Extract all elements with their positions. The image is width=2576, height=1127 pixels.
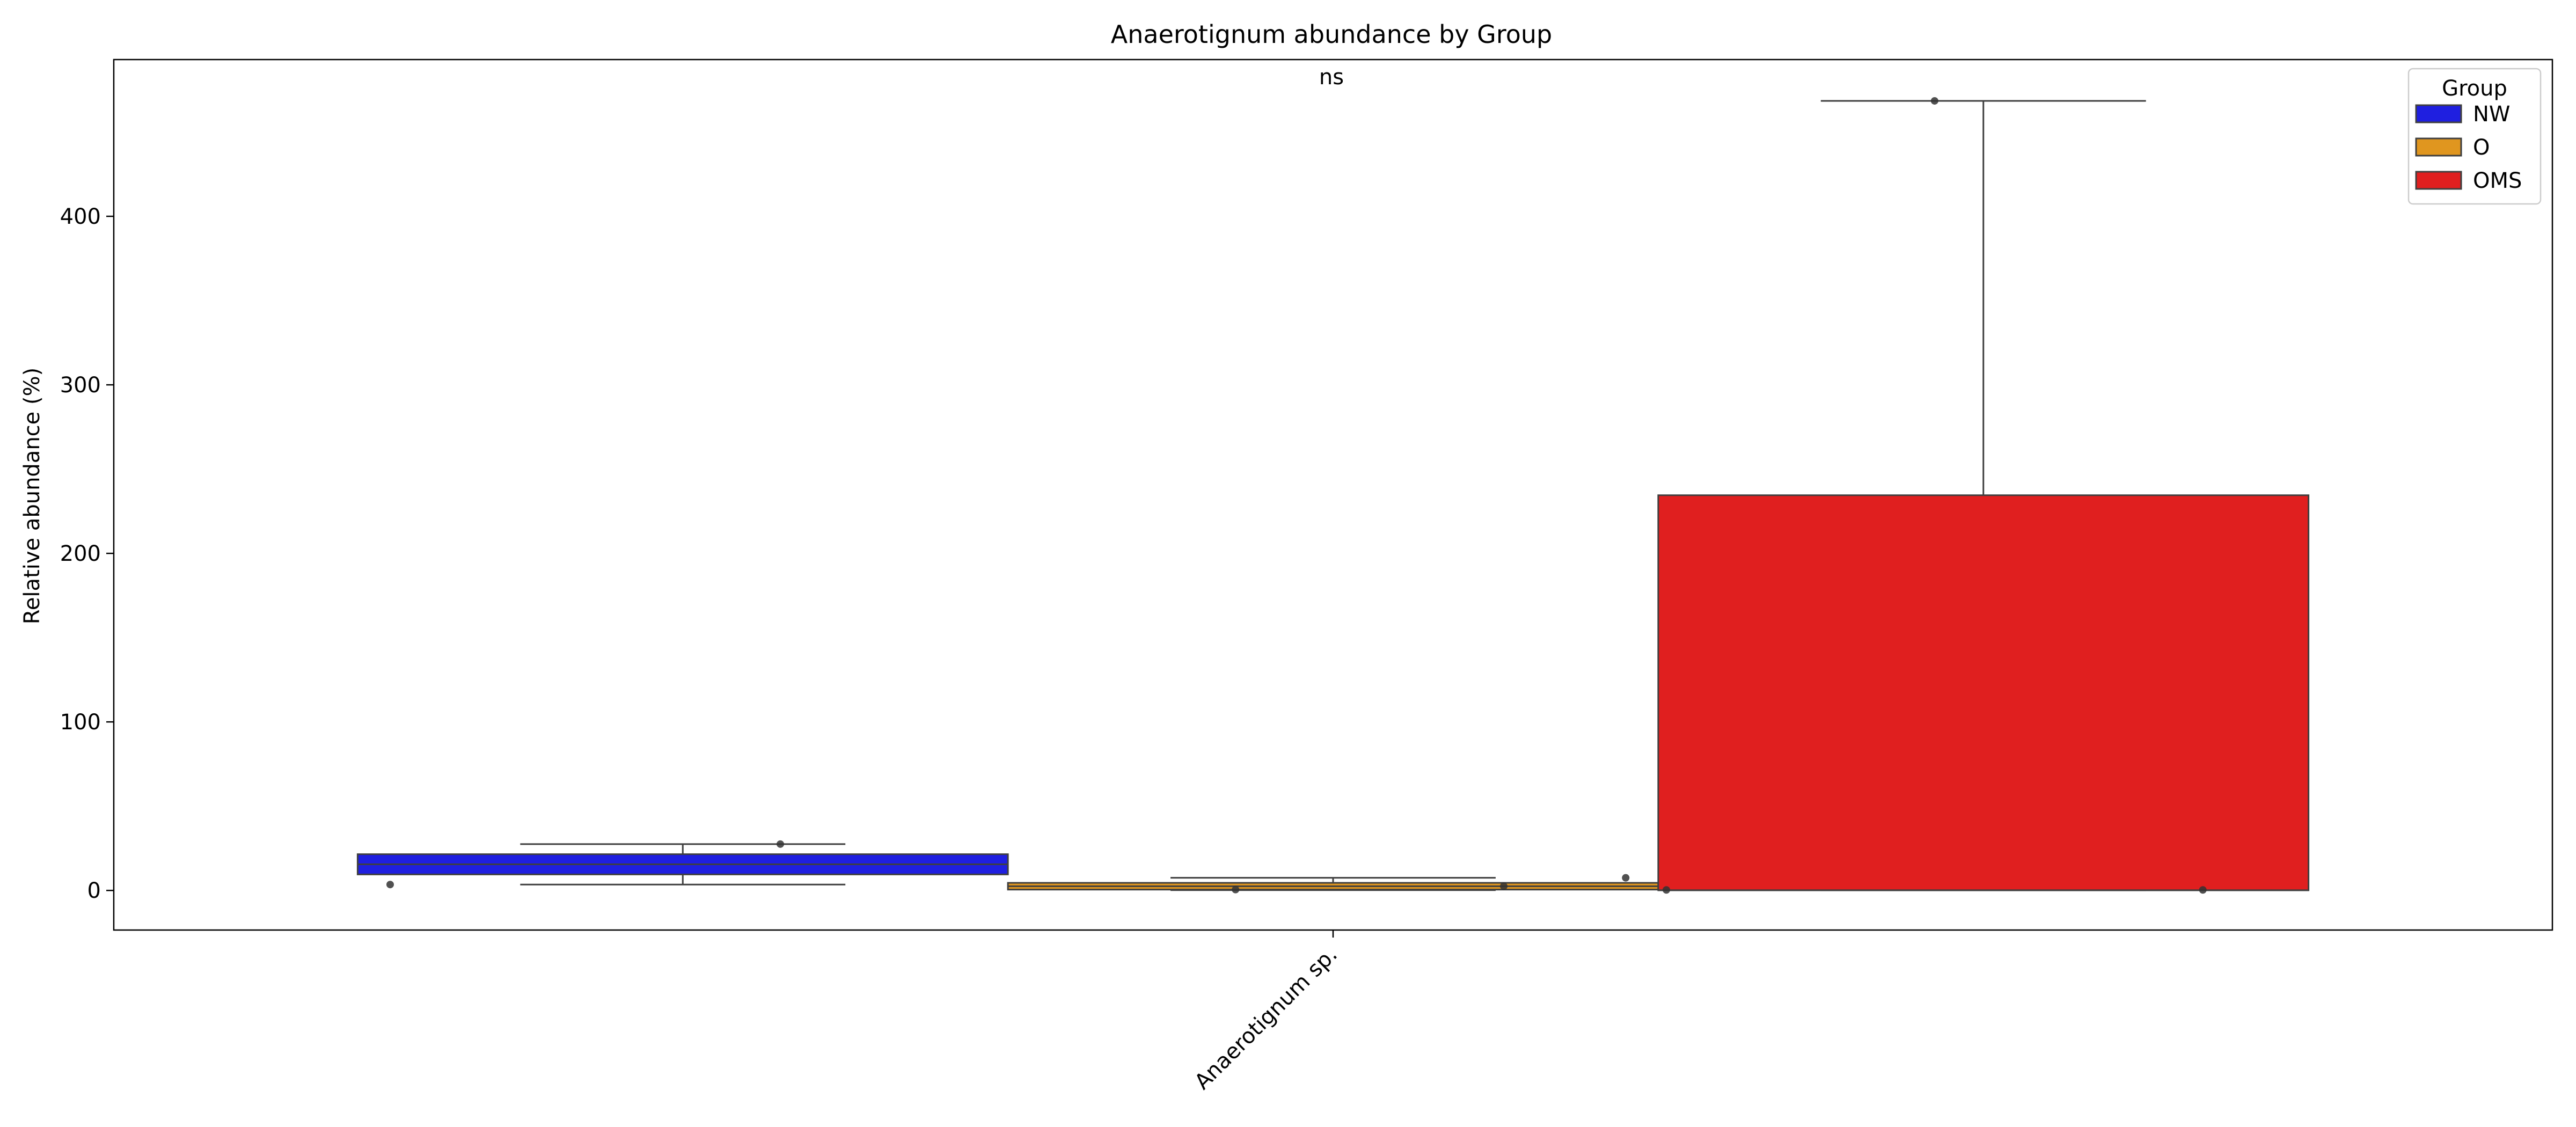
data-point — [1663, 886, 1671, 894]
plot-area: 0 100 200 300 400 Anaerotignum sp. — [60, 58, 2553, 1095]
data-point — [1500, 882, 1508, 890]
significance-annotation: ns — [1319, 65, 1344, 90]
data-point — [1622, 874, 1630, 882]
data-point — [386, 881, 394, 889]
data-point — [1930, 97, 1938, 105]
data-point — [1232, 885, 1240, 894]
data-point — [2199, 886, 2207, 894]
legend-swatch-oms — [2415, 171, 2462, 190]
legend-label: OMS — [2473, 169, 2522, 193]
legend-frame — [2407, 68, 2542, 205]
legend-label: O — [2473, 135, 2490, 160]
legend-label: NW — [2473, 102, 2510, 127]
legend-swatch-nw — [2415, 104, 2462, 123]
y-tick-label: 300 — [60, 373, 101, 398]
chart-title: Anaerotignum abundance by Group — [1111, 20, 1552, 49]
y-tick-label: 0 — [87, 879, 101, 903]
legend-title: Group — [2442, 76, 2507, 101]
y-tick-label: 400 — [60, 204, 101, 229]
legend-swatch-o — [2415, 137, 2462, 157]
x-tick-label: Anaerotignum sp. — [1190, 942, 1342, 1095]
data-point — [777, 840, 785, 848]
y-tick-label: 100 — [60, 710, 101, 735]
box-oms — [1657, 494, 2310, 891]
y-tick-label: 200 — [60, 541, 101, 566]
y-axis-label: Relative abundance (%) — [20, 368, 45, 624]
